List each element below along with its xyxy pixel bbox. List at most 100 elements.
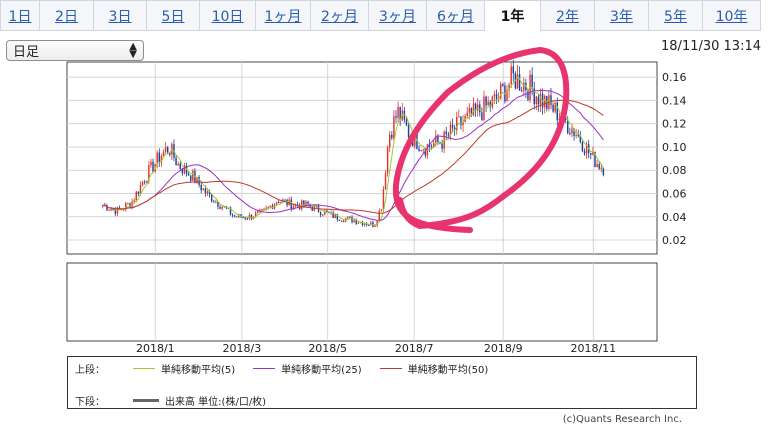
candle-body <box>328 211 330 213</box>
legend-volume-label: 出来高 単位:(株/口/枚) <box>165 397 267 408</box>
tab-11[interactable]: 2年 <box>541 0 595 31</box>
candle-body <box>355 220 357 224</box>
volume-panel <box>66 262 658 342</box>
tab-14[interactable]: 10年 <box>703 0 761 31</box>
candle-body <box>590 152 592 155</box>
y-tick-label: 0.08 <box>662 164 687 177</box>
legend-ma5: 単純移動平均(5) <box>133 361 235 376</box>
tab-7[interactable]: 2ヶ月 <box>311 0 369 31</box>
y-tick-label: 0.02 <box>662 234 687 247</box>
candle-body <box>470 108 473 116</box>
candle-body <box>118 207 121 209</box>
candle-body <box>326 210 328 212</box>
candle-body <box>353 220 355 223</box>
tab-5[interactable]: 10日 <box>200 0 256 31</box>
candle-body <box>602 167 605 176</box>
candle-body <box>575 134 577 136</box>
candle-body <box>257 211 259 213</box>
candle-body <box>380 209 383 211</box>
chart-type-value: 日足 <box>13 45 40 60</box>
candle-body <box>116 207 119 214</box>
candle-body <box>263 208 265 210</box>
candle-body <box>169 152 171 155</box>
candle-body <box>357 222 360 224</box>
candle-body <box>537 96 540 105</box>
candle-body <box>254 212 257 218</box>
candle-body <box>215 201 217 203</box>
period-tabs: 1日 2日 3日 5日 10日 1ヶ月 2ヶ月 3ヶ月 6ヶ月 1年 2年 3年 5年 10年 <box>0 0 773 32</box>
candle-body <box>311 206 313 211</box>
candle-body <box>303 200 305 206</box>
candle-body <box>319 211 322 215</box>
candle-body <box>334 214 336 218</box>
legend-lower-row: 下段： 出来高 単位:(株/口/枚) <box>75 393 284 408</box>
candle-body <box>592 152 594 155</box>
candle-body <box>198 176 200 185</box>
candle-body <box>135 191 138 201</box>
candle-body <box>430 146 433 148</box>
candle-body <box>527 90 529 100</box>
tab-2[interactable]: 2日 <box>40 0 94 31</box>
candle-body <box>502 84 504 86</box>
candle-body <box>600 167 602 169</box>
candle-body <box>112 209 114 211</box>
candle-body <box>552 104 554 112</box>
candle-body <box>476 104 479 111</box>
candle-body <box>596 163 598 168</box>
candle-body <box>349 216 351 218</box>
tab-13[interactable]: 5年 <box>649 0 703 31</box>
candle-body <box>267 206 269 208</box>
tab-6[interactable]: 1ヶ月 <box>256 0 311 31</box>
tab-8[interactable]: 3ヶ月 <box>369 0 427 31</box>
chart-type-select[interactable]: 日足 ▲ ▼ <box>6 40 144 61</box>
tab-3[interactable]: 3日 <box>94 0 147 31</box>
x-tick-label: 2018/7 <box>395 342 434 355</box>
tab-9[interactable]: 6ヶ月 <box>427 0 485 31</box>
candle-body <box>336 214 339 220</box>
tab-10[interactable]: 1年 <box>485 0 541 32</box>
ma5-line <box>102 76 604 226</box>
candle-body <box>391 134 393 139</box>
candle-body <box>384 173 387 190</box>
y-tick-label: 0.06 <box>662 187 687 200</box>
x-tick-label: 2018/9 <box>484 342 523 355</box>
tab-1[interactable]: 1日 <box>0 0 40 31</box>
candle-body <box>405 119 408 126</box>
tab-12[interactable]: 3年 <box>595 0 649 31</box>
candle-body <box>125 203 127 210</box>
candle-body <box>179 163 181 169</box>
candle-body <box>407 125 410 138</box>
candle-body <box>137 191 140 194</box>
candle-body <box>321 214 324 216</box>
candle-body <box>342 220 345 222</box>
candle-body <box>361 221 364 226</box>
candle-body <box>148 165 150 181</box>
candle-body <box>261 209 263 211</box>
candle-body <box>177 163 179 166</box>
ma5-swatch-icon <box>133 368 155 369</box>
candle-body <box>441 143 443 149</box>
candle-body <box>307 201 309 205</box>
candle-body <box>223 206 225 208</box>
candle-body <box>508 84 510 90</box>
candle-body <box>363 223 366 226</box>
volume-swatch-icon <box>133 399 159 402</box>
candle-body <box>305 201 307 206</box>
candle-body <box>213 201 215 203</box>
candle-body <box>539 94 542 105</box>
candle-body <box>181 168 184 174</box>
candle-body <box>106 205 108 211</box>
candle-body <box>510 66 512 85</box>
candle-body <box>451 124 454 128</box>
legend-ma50: 単純移動平均(50) <box>379 361 488 376</box>
candle-body <box>456 117 458 131</box>
candle-body <box>418 148 420 151</box>
candle-body <box>458 116 460 118</box>
candle-body <box>453 127 456 131</box>
candle-body <box>439 142 441 144</box>
tab-4[interactable]: 5日 <box>147 0 200 31</box>
candle-body <box>280 201 282 203</box>
legend-box: 上段： 単純移動平均(5) 単純移動平均(25) 単純移動平均(50) 下段： … <box>67 356 697 409</box>
candle-body <box>445 131 447 135</box>
candle-body <box>577 134 579 136</box>
